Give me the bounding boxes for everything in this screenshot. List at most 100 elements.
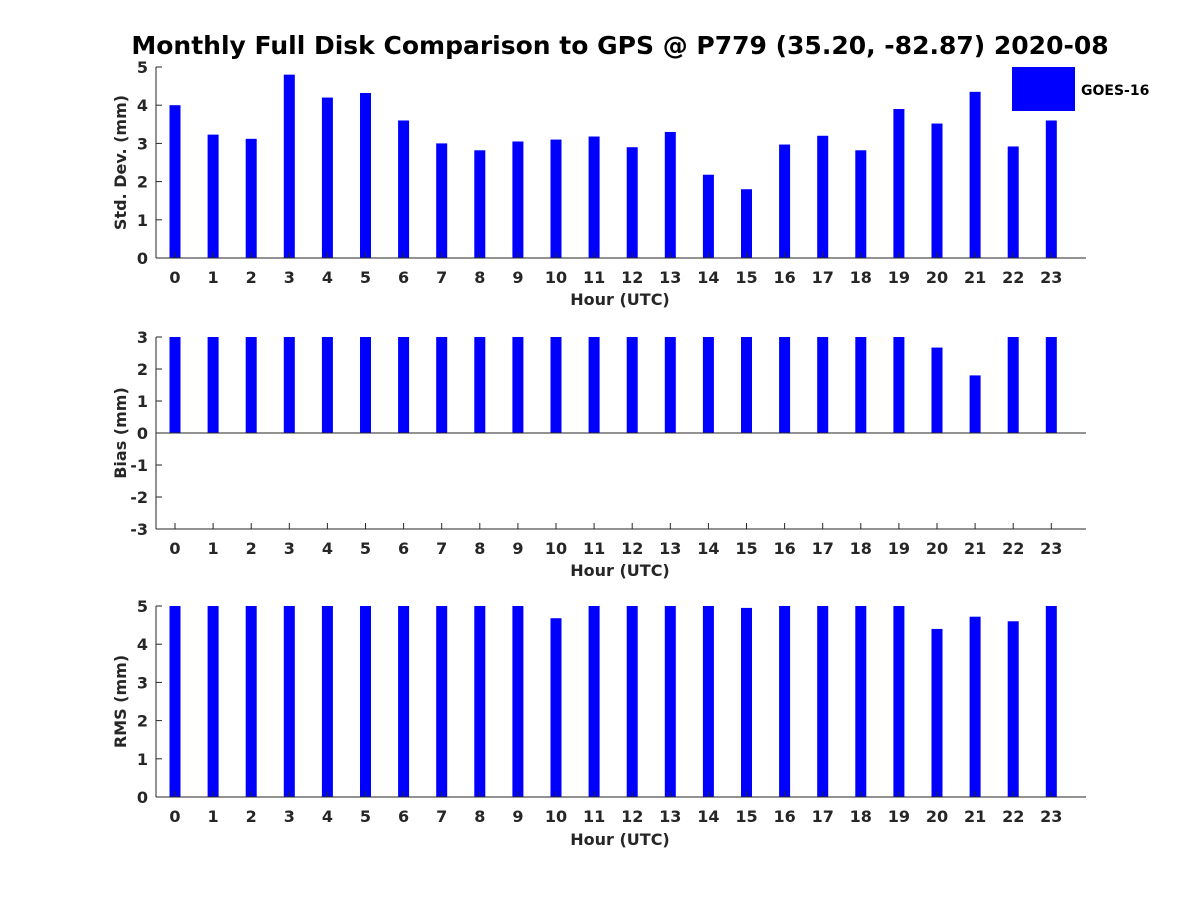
std-xtick-label: 13 bbox=[659, 268, 681, 287]
bias-xtick-label: 16 bbox=[773, 539, 795, 558]
bias-ytick-label: -1 bbox=[130, 456, 148, 475]
bias-bar-2 bbox=[245, 337, 257, 433]
rms-bar-17 bbox=[817, 606, 829, 797]
bias-bar-0 bbox=[169, 337, 181, 433]
std-bar-11 bbox=[588, 136, 600, 258]
bias-bar-22 bbox=[1007, 337, 1019, 433]
std-bar-5 bbox=[360, 92, 371, 258]
rms-xtick-label: 20 bbox=[926, 807, 948, 826]
rms-xtick-label: 12 bbox=[621, 807, 643, 826]
bias-ytick-label: -3 bbox=[130, 520, 148, 539]
bias-xtick-label: 2 bbox=[246, 539, 257, 558]
std-ytick-label: 4 bbox=[137, 96, 148, 115]
std-xtick-label: 9 bbox=[512, 268, 523, 287]
rms-xtick-label: 3 bbox=[284, 807, 295, 826]
std-bar-0 bbox=[169, 105, 181, 258]
rms-xtick-label: 7 bbox=[436, 807, 447, 826]
std-bar-22 bbox=[1007, 146, 1019, 258]
std-xtick-label: 17 bbox=[812, 268, 834, 287]
std-xtick-label: 19 bbox=[888, 268, 910, 287]
std-bar-21 bbox=[969, 91, 981, 258]
rms-bar-16 bbox=[779, 606, 791, 797]
std-bar-17 bbox=[817, 135, 829, 258]
bias-bar-17 bbox=[817, 337, 829, 433]
rms-bar-3 bbox=[283, 606, 295, 797]
std-bar-1 bbox=[207, 134, 219, 258]
rms-xtick-label: 5 bbox=[360, 807, 371, 826]
std-ytick-label: 3 bbox=[137, 134, 148, 153]
bias-xtick-label: 6 bbox=[398, 539, 409, 558]
std-xtick-label: 4 bbox=[322, 268, 333, 287]
bias-ytick-label: 3 bbox=[137, 328, 148, 347]
rms-bar-0 bbox=[169, 606, 181, 797]
rms-xtick-label: 21 bbox=[964, 807, 986, 826]
std-xtick-label: 15 bbox=[735, 268, 757, 287]
bias-xtick-label: 22 bbox=[1002, 539, 1024, 558]
rms-xtick-label: 13 bbox=[659, 807, 681, 826]
rms-bar-2 bbox=[245, 606, 257, 797]
rms-xtick-label: 2 bbox=[246, 807, 257, 826]
std-xtick-label: 21 bbox=[964, 268, 986, 287]
rms-x-axis-label: Hour (UTC) bbox=[570, 830, 670, 849]
rms-bar-4 bbox=[321, 606, 333, 797]
std-bar-4 bbox=[321, 97, 333, 258]
rms-bar-18 bbox=[855, 606, 867, 797]
bias-bar-23 bbox=[1045, 337, 1057, 433]
bias-bar-8 bbox=[474, 337, 486, 433]
std-bar-18 bbox=[855, 150, 867, 258]
std-xtick-label: 10 bbox=[545, 268, 567, 287]
std-ytick-label: 5 bbox=[137, 58, 148, 77]
bias-bar-5 bbox=[360, 337, 371, 433]
bias-bar-15 bbox=[741, 337, 752, 433]
bias-xtick-label: 21 bbox=[964, 539, 986, 558]
std-xtick-label: 22 bbox=[1002, 268, 1024, 287]
std-xtick-label: 11 bbox=[583, 268, 605, 287]
bias-xtick-label: 13 bbox=[659, 539, 681, 558]
std-xtick-label: 7 bbox=[436, 268, 447, 287]
bias-bar-6 bbox=[398, 337, 410, 433]
bias-xtick-label: 8 bbox=[474, 539, 485, 558]
std-xtick-label: 12 bbox=[621, 268, 643, 287]
bias-bar-20 bbox=[931, 347, 943, 433]
std-xtick-label: 8 bbox=[474, 268, 485, 287]
rms-bar-9 bbox=[512, 606, 524, 797]
legend-swatch bbox=[1012, 67, 1075, 111]
chart-title: Monthly Full Disk Comparison to GPS @ P7… bbox=[131, 31, 1108, 60]
bias-xtick-label: 23 bbox=[1040, 539, 1062, 558]
bias-xtick-label: 1 bbox=[208, 539, 219, 558]
rms-xtick-label: 11 bbox=[583, 807, 605, 826]
bias-xtick-label: 10 bbox=[545, 539, 567, 558]
rms-bar-7 bbox=[436, 606, 448, 797]
rms-ytick-label: 0 bbox=[137, 788, 148, 807]
bias-xtick-label: 3 bbox=[284, 539, 295, 558]
rms-bar-8 bbox=[474, 606, 486, 797]
bias-x-axis-label: Hour (UTC) bbox=[570, 561, 670, 580]
bias-bar-4 bbox=[321, 337, 333, 433]
bias-bar-9 bbox=[512, 337, 524, 433]
std-bar-14 bbox=[702, 174, 714, 258]
std-ytick-label: 1 bbox=[137, 211, 148, 230]
std-xtick-label: 2 bbox=[246, 268, 257, 287]
std-bar-3 bbox=[283, 74, 295, 258]
rms-xtick-label: 1 bbox=[208, 807, 219, 826]
rms-xtick-label: 18 bbox=[850, 807, 872, 826]
rms-bar-1 bbox=[207, 606, 219, 797]
std-bar-9 bbox=[512, 141, 524, 258]
rms-ytick-label: 2 bbox=[137, 712, 148, 731]
std-bar-8 bbox=[474, 150, 486, 258]
bias-xtick-label: 0 bbox=[169, 539, 180, 558]
bias-bar-21 bbox=[969, 375, 981, 433]
std-bar-10 bbox=[550, 139, 562, 258]
bias-xtick-label: 14 bbox=[697, 539, 719, 558]
rms-bar-13 bbox=[664, 606, 676, 797]
std-xtick-label: 0 bbox=[169, 268, 180, 287]
rms-ytick-label: 1 bbox=[137, 750, 148, 769]
legend-label: GOES-16 bbox=[1081, 83, 1149, 99]
bias-bar-14 bbox=[702, 337, 714, 433]
std-xtick-label: 20 bbox=[926, 268, 948, 287]
rms-xtick-label: 6 bbox=[398, 807, 409, 826]
bias-xtick-label: 17 bbox=[812, 539, 834, 558]
std-bar-6 bbox=[398, 120, 410, 258]
